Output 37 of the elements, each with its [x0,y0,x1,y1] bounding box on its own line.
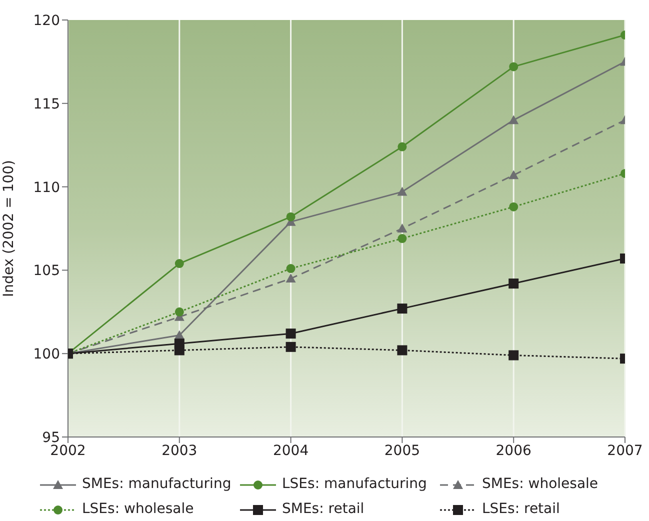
point [398,234,407,244]
point [397,186,408,196]
y-axis-title: Index (2002 = 100) [0,160,17,297]
point [509,202,518,212]
y-tick-label: 120 [33,12,60,29]
point [174,259,184,268]
point [286,274,296,283]
point [397,345,408,356]
point [508,278,519,289]
point [508,170,519,180]
point [508,350,519,360]
y-tick-label: 110 [33,180,60,196]
point [286,328,296,339]
x-tick-label: 2006 [496,442,532,459]
x-tick-label: 2003 [162,442,198,459]
y-tick-label: 100 [33,346,60,363]
x-tick-label: 2004 [272,442,309,459]
x-tick-label: 2005 [384,442,420,459]
legend-label: SMEs: retail [282,501,364,517]
point [398,142,407,152]
point [508,115,519,124]
point [286,264,296,274]
legend-label: LSEs: wholesale [82,501,194,517]
legend-label: LSEs: manufacturing [282,476,427,492]
y-tick-label: 105 [33,263,60,280]
point [397,304,408,314]
legend-label: LSEs: retail [482,501,560,517]
x-tick-label: 2007 [607,442,643,459]
point [286,212,296,222]
point [174,307,184,316]
legend-label: SMEs: manufacturing [82,476,232,492]
y-tick-label: 115 [33,96,60,112]
point [286,342,296,352]
legend-label: SMEs: wholesale [482,476,598,492]
point [397,224,408,232]
point [174,345,184,356]
point [509,62,518,72]
